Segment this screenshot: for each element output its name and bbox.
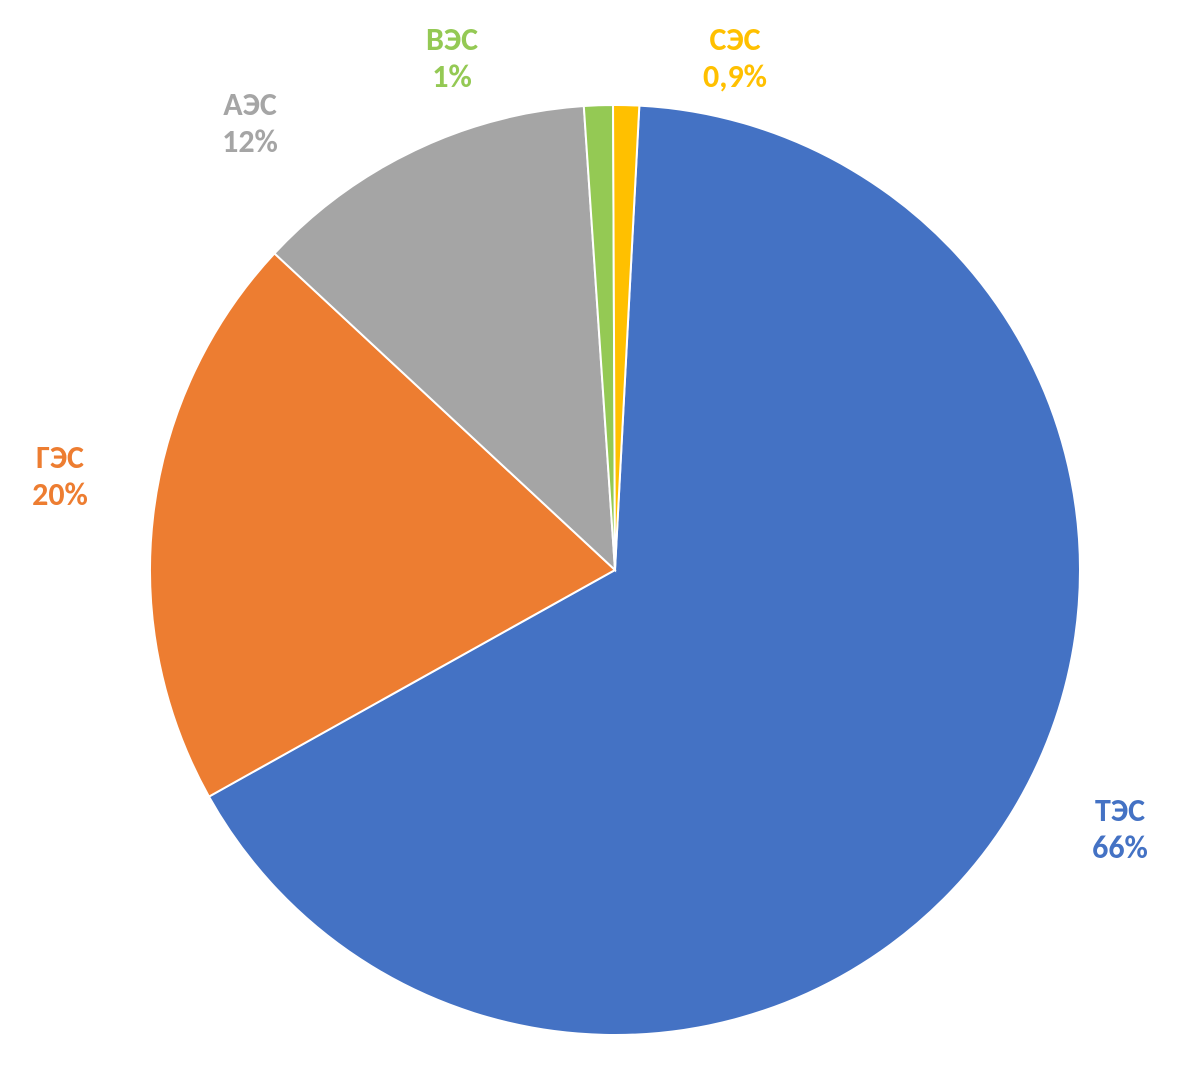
pie-chart: ТЭС66% ГЭС20% АЭС12% ВЭС1% СЭС0,9%: [0, 0, 1200, 1072]
pie-chart-svg: [0, 0, 1200, 1072]
slice-label: ТЭС66%: [1092, 793, 1148, 867]
slice-label: СЭС0,9%: [703, 22, 767, 96]
slice-label-value: 0,9%: [703, 59, 767, 96]
slice-label: ВЭС1%: [426, 22, 478, 96]
slice-label-value: 20%: [32, 477, 88, 514]
slice-label: ГЭС20%: [32, 440, 88, 514]
slice-label-name: ВЭС: [426, 22, 478, 59]
slice-label-value: 1%: [426, 59, 478, 96]
slice-label-name: ТЭС: [1092, 793, 1148, 830]
slice-label-name: СЭС: [703, 22, 767, 59]
slice-label-value: 12%: [222, 124, 278, 161]
slice-label-value: 66%: [1092, 830, 1148, 867]
slice-label-name: АЭС: [222, 87, 278, 124]
slice-label: АЭС12%: [222, 87, 278, 161]
slice-label-name: ГЭС: [32, 440, 88, 477]
